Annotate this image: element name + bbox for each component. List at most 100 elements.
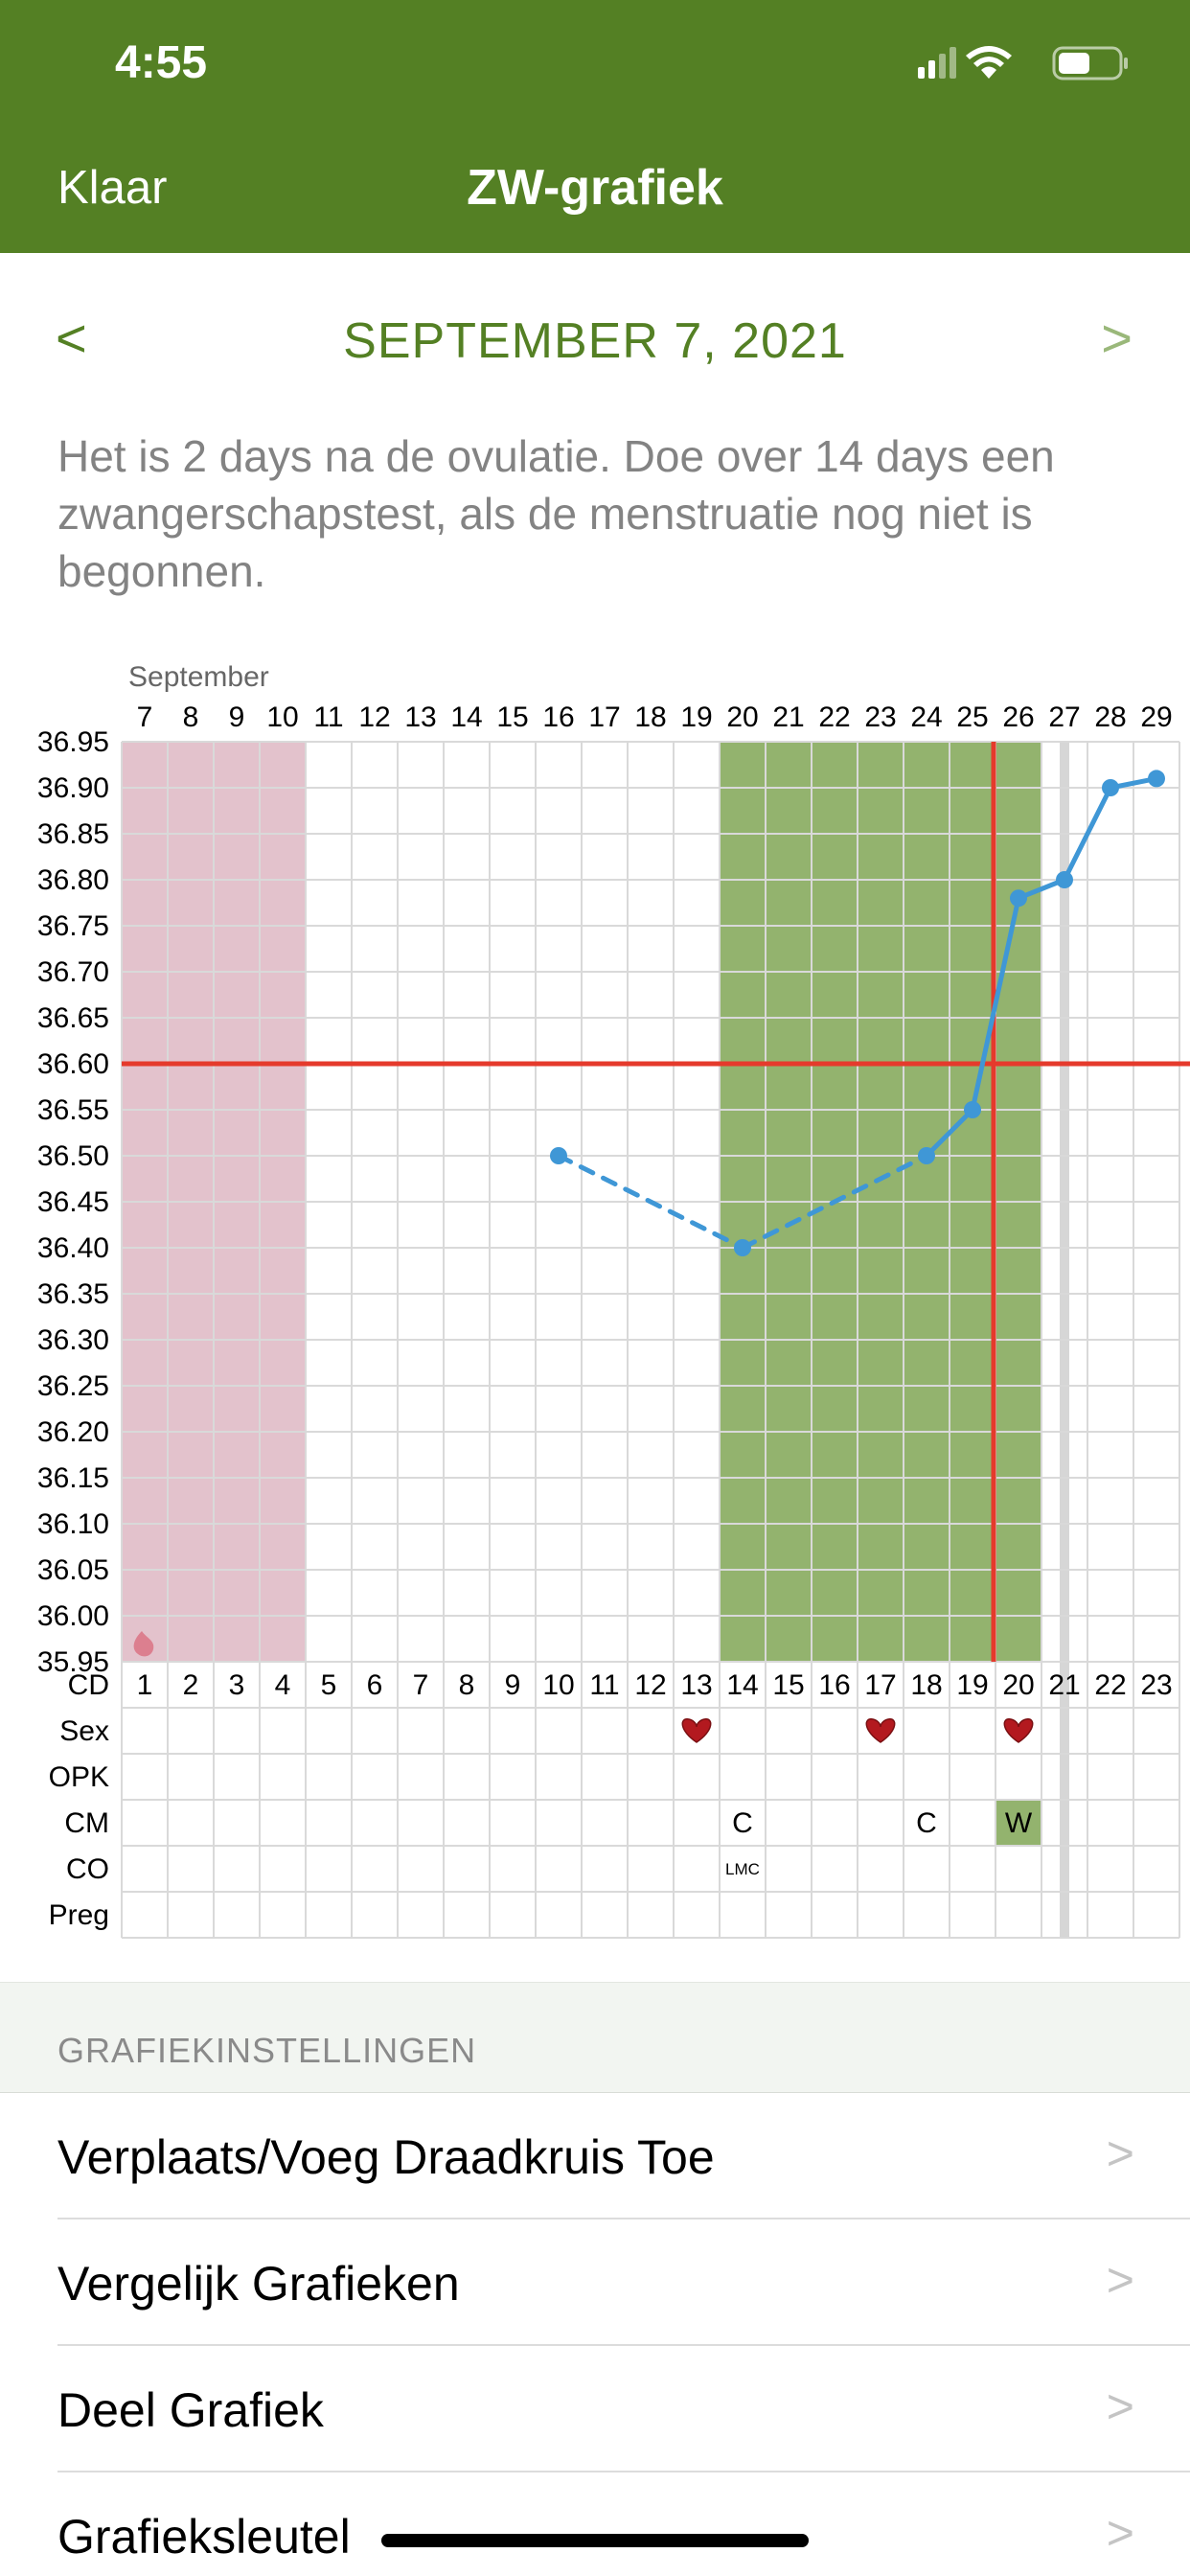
period-drop-icon [133,1631,154,1657]
menu-chart-legend[interactable]: Grafieksleutel > [0,2472,1190,2576]
chevron-right-icon: > [1106,2380,1134,2433]
menu-move-add-crosshair[interactable]: Verplaats/Voeg Draadkruis Toe > [0,2093,1190,2220]
y-tick-label: 36.20 [37,1416,109,1448]
previous-date-button[interactable]: < [56,308,87,368]
cycle-day-label: 14 [726,1669,758,1701]
cycle-day-label: 19 [956,1669,988,1701]
bbt-chart-svg[interactable]: 36.95 36.90 36.85 36.80 36.75 36.70 36.65 36.60… [0,652,1190,1955]
cycle-day-label: 22 [1094,1669,1126,1701]
temperature-point [1056,871,1073,888]
y-tick-label: 36.65 [37,1002,109,1034]
wifi-icon [966,46,1012,79]
done-button[interactable]: Klaar [57,162,168,214]
y-tick-label: 36.30 [37,1324,109,1356]
cycle-day-label: 2 [183,1669,199,1701]
date-tick-label: 15 [496,702,528,733]
temperature-point [918,1147,935,1164]
cycle-day-label: 8 [459,1669,475,1701]
temperature-point [550,1147,567,1164]
divider [57,2344,1190,2346]
ovulation-info-text: Het is 2 days na de ovulatie. Doe over 1… [57,431,1055,596]
date-tick-label: 25 [956,702,988,733]
status-icons [918,46,1128,80]
date-tick-label: 7 [137,702,153,733]
row-label: OPK [49,1761,109,1793]
date-navigator: < SEPTEMBER 7, 2021 > [0,307,1190,383]
temperature-line-segment [924,1107,975,1159]
menu-compare-charts[interactable]: Vergelijk Grafieken > [0,2220,1190,2346]
cycle-day-label: 11 [589,1669,619,1701]
cycle-day-label: 23 [1140,1669,1172,1701]
y-tick-label: 36.00 [37,1600,109,1632]
date-tick-label: 27 [1048,702,1080,733]
cycle-day-label: 20 [1002,1669,1034,1701]
cycle-day-label: 12 [634,1669,666,1701]
temperature-line-segment [970,895,1021,1113]
nav-bar: 4:55 Klaar ZW-grafiek [0,0,1190,253]
y-tick-label: 36.60 [37,1048,109,1080]
row-label: CM [64,1807,109,1839]
divider [57,2471,1190,2472]
temperature-point [964,1101,981,1118]
chevron-right-icon: > [1106,2127,1134,2180]
status-time: 4:55 [115,37,208,88]
temperature-line-segment [556,1153,745,1251]
cycle-day-label: 7 [413,1669,429,1701]
cm-mark: C [732,1807,753,1839]
date-tick-label: 26 [1002,702,1034,733]
date-tick-label: 8 [183,702,199,733]
row-label: Preg [49,1899,109,1931]
menu-item-label: Verplaats/Voeg Draadkruis Toe [57,2130,715,2184]
temperature-point [1010,889,1027,908]
date-tick-label: 24 [910,702,942,733]
menu-share-chart[interactable]: Deel Grafiek > [0,2346,1190,2472]
y-tick-label: 36.70 [37,956,109,988]
y-tick-label: 36.35 [37,1278,109,1310]
home-indicator [381,2534,809,2547]
temperature-point [1102,779,1119,796]
cycle-day-label: 1 [137,1669,153,1701]
date-tick-label: 16 [542,702,574,733]
divider [57,2218,1190,2220]
month-label: September [128,661,269,693]
heart-icon [681,1718,712,1743]
cycle-day-label: 4 [275,1669,291,1701]
bbt-chart[interactable]: 36.95 36.90 36.85 36.80 36.75 36.70 36.65 36.60… [0,652,1190,1955]
y-tick-label: 36.80 [37,864,109,896]
co-mark: LMC [725,1860,760,1878]
date-tick-label: 22 [818,702,850,733]
row-label: CO [66,1853,109,1885]
y-tick-label: 36.40 [37,1232,109,1264]
temperature-point [734,1239,751,1256]
y-tick-label: 36.45 [37,1186,109,1218]
chart-settings-header: GRAFIEKINSTELLINGEN [0,1982,1190,2093]
date-tick-label: 14 [450,702,482,733]
cycle-day-label: 6 [367,1669,383,1701]
heart-icon [865,1718,896,1743]
cycle-day-label: 18 [910,1669,942,1701]
temperature-line-segment [1062,785,1113,883]
y-tick-label: 36.05 [37,1554,109,1586]
next-date-button[interactable]: > [1101,308,1133,368]
page-title: ZW-grafiek [467,160,723,216]
signal-icon [918,47,956,79]
menu-item-label: Grafieksleutel [57,2510,351,2564]
date-tick-label: 18 [634,702,666,733]
date-tick-label: 9 [229,702,245,733]
cycle-day-label: 13 [680,1669,712,1701]
chevron-right-icon: > [1106,2253,1134,2307]
cm-highlight-cell [996,1801,1041,1845]
y-tick-label: 36.85 [37,818,109,850]
date-tick-label: 12 [358,702,390,733]
temperature-point [1148,770,1165,788]
y-tick-label: 36.25 [37,1370,109,1402]
date-tick-label: 21 [772,702,804,733]
y-tick-label: 36.50 [37,1140,109,1172]
date-tick-label: 29 [1140,702,1172,733]
cycle-day-label: 9 [505,1669,521,1701]
date-tick-label: 28 [1094,702,1126,733]
date-tick-label: 13 [404,702,436,733]
y-tick-label: 36.75 [37,910,109,942]
cycle-day-label: 5 [321,1669,337,1701]
date-tick-label: 20 [726,702,758,733]
